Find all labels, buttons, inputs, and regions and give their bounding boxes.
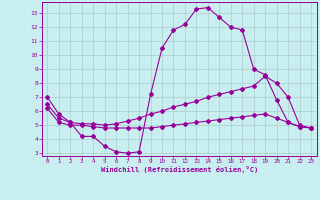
X-axis label: Windchill (Refroidissement éolien,°C): Windchill (Refroidissement éolien,°C): [100, 166, 258, 173]
